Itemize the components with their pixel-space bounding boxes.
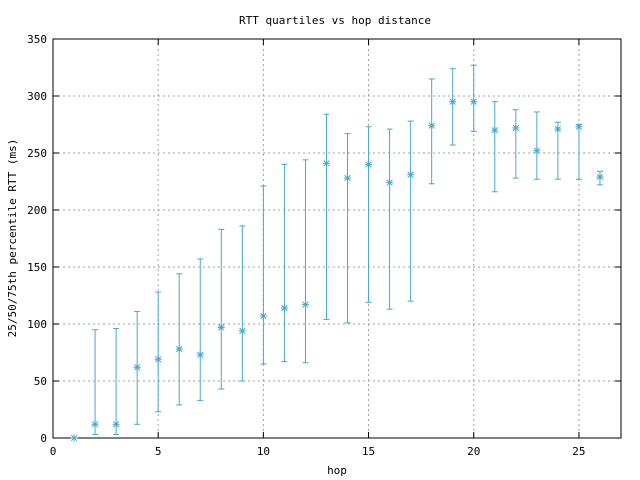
data-point	[133, 310, 141, 425]
data-point	[259, 185, 267, 365]
data-point	[175, 273, 183, 406]
median-marker	[491, 127, 498, 134]
median-marker	[281, 304, 288, 312]
tick-layer	[52, 38, 621, 439]
data-point	[365, 126, 373, 303]
x-tick-label: 0	[50, 445, 57, 458]
median-marker	[365, 161, 372, 168]
x-tick-label: 20	[467, 445, 480, 458]
median-marker	[428, 122, 435, 129]
data-point	[70, 434, 78, 442]
data-point	[554, 121, 562, 180]
data-point	[91, 329, 99, 436]
median-marker	[596, 173, 604, 181]
data-layer	[70, 64, 604, 442]
y-axis-label: 25/50/75th percentile RTT (ms)	[6, 139, 19, 338]
x-tick-labels: 0 5 10 15 20 25	[50, 445, 586, 458]
plot-frame	[52, 38, 622, 439]
x-tick-label: 5	[155, 445, 162, 458]
median-marker	[218, 324, 225, 331]
data-point	[596, 170, 604, 186]
x-tick-label: 25	[572, 445, 585, 458]
y-tick-label: 150	[27, 261, 47, 274]
median-marker	[70, 434, 78, 442]
x-axis-label: hop	[327, 464, 347, 477]
median-marker	[344, 174, 351, 182]
median-marker	[260, 312, 267, 320]
median-marker	[239, 327, 246, 334]
data-point	[575, 123, 583, 180]
median-marker	[197, 351, 204, 358]
data-point	[533, 111, 541, 180]
data-point	[238, 225, 246, 382]
data-point	[196, 258, 204, 401]
grid-layer	[53, 39, 621, 438]
median-marker	[302, 301, 309, 308]
data-point	[470, 64, 478, 132]
median-marker	[133, 364, 141, 371]
data-point	[344, 133, 352, 324]
y-tick-label: 350	[27, 33, 47, 46]
data-point	[512, 109, 520, 179]
y-tick-labels: 0 50 100 150 200 250 300 350	[27, 33, 47, 445]
y-tick-label: 200	[27, 204, 47, 217]
median-marker	[449, 98, 456, 105]
y-tick-label: 50	[34, 375, 47, 388]
y-tick-label: 250	[27, 147, 47, 160]
data-point	[491, 101, 499, 193]
y-tick-label: 100	[27, 318, 47, 331]
x-tick-label: 10	[257, 445, 270, 458]
data-point	[407, 120, 415, 302]
median-marker	[91, 421, 99, 428]
data-point	[322, 113, 330, 320]
y-tick-label: 0	[40, 432, 47, 445]
data-point	[154, 291, 162, 413]
chart-title: RTT quartiles vs hop distance	[239, 14, 431, 27]
median-marker	[554, 125, 562, 133]
median-marker	[407, 171, 414, 178]
data-point	[217, 228, 225, 390]
median-marker	[176, 345, 183, 353]
median-marker	[575, 123, 583, 130]
data-point	[112, 328, 120, 436]
x-tick-label: 15	[362, 445, 375, 458]
median-marker	[323, 160, 330, 167]
data-point	[280, 163, 288, 363]
median-marker	[386, 179, 393, 186]
median-marker	[112, 421, 120, 428]
data-point	[386, 128, 394, 310]
median-marker	[470, 98, 477, 105]
data-point	[449, 68, 457, 146]
median-marker	[155, 356, 162, 363]
median-marker	[533, 147, 541, 154]
data-point	[301, 159, 309, 364]
median-marker	[512, 124, 519, 132]
data-point	[428, 78, 436, 185]
y-tick-label: 300	[27, 90, 47, 103]
